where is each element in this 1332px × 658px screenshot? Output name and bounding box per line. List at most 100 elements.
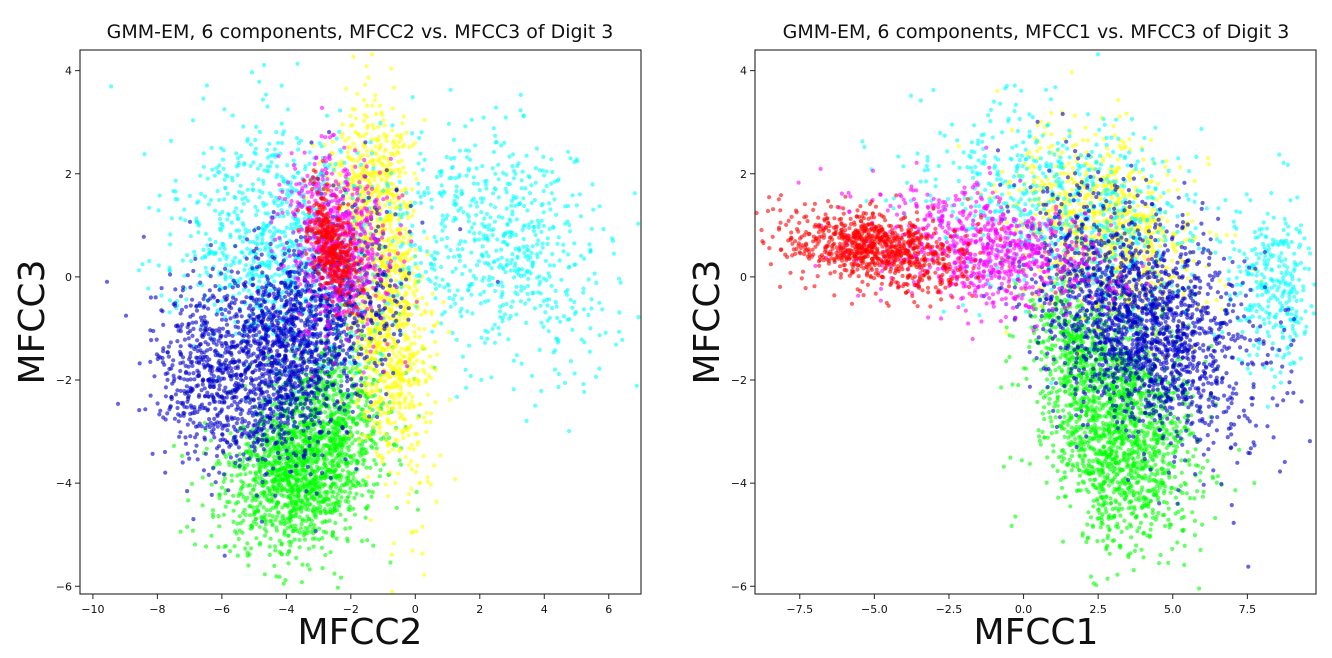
data-point — [422, 326, 427, 332]
data-point — [378, 216, 383, 221]
data-point — [467, 157, 473, 162]
data-point — [378, 142, 383, 148]
data-point — [417, 326, 422, 331]
data-point — [385, 405, 390, 410]
data-point — [248, 163, 253, 168]
data-point — [219, 317, 225, 322]
data-point — [399, 391, 404, 396]
data-point — [339, 149, 344, 155]
data-point — [279, 488, 284, 493]
data-point — [462, 264, 467, 269]
data-point — [589, 297, 594, 302]
data-point — [412, 293, 417, 298]
data-point — [297, 545, 302, 550]
data-point — [558, 319, 563, 324]
data-point — [248, 504, 253, 509]
data-point — [322, 460, 327, 465]
data-point — [317, 161, 322, 166]
data-point — [348, 145, 353, 150]
data-point — [383, 482, 388, 487]
data-point — [302, 472, 308, 477]
data-point — [274, 574, 279, 579]
data-point — [376, 399, 381, 404]
data-point — [588, 326, 593, 331]
data-point — [228, 232, 233, 237]
data-point — [306, 507, 311, 512]
data-point — [484, 186, 489, 191]
data-point — [429, 309, 434, 314]
data-point — [539, 320, 544, 325]
data-point — [335, 498, 340, 503]
data-point — [500, 284, 505, 289]
data-point — [498, 304, 503, 309]
data-point — [398, 415, 403, 420]
data-point — [140, 262, 145, 267]
data-point — [536, 221, 541, 227]
data-point — [217, 496, 222, 501]
data-point — [397, 179, 402, 185]
data-point — [288, 543, 293, 548]
data-point — [373, 144, 378, 149]
data-point — [426, 392, 431, 397]
data-point — [484, 236, 489, 241]
data-point — [294, 502, 299, 507]
data-point — [417, 402, 422, 407]
data-point — [582, 340, 587, 345]
data-point — [476, 259, 482, 264]
data-point — [366, 474, 371, 480]
data-point — [273, 548, 278, 553]
data-point — [567, 429, 572, 434]
data-point — [561, 242, 566, 247]
data-point — [272, 279, 277, 284]
data-point — [283, 234, 288, 239]
data-point — [450, 330, 455, 335]
data-point — [386, 494, 391, 499]
data-point — [221, 166, 226, 171]
data-point — [229, 175, 235, 180]
data-point — [382, 218, 387, 223]
data-point — [279, 542, 284, 547]
data-point — [384, 438, 389, 443]
data-point — [178, 529, 183, 534]
data-point — [392, 396, 397, 401]
data-point — [532, 197, 538, 203]
data-point — [262, 533, 267, 538]
data-point — [442, 310, 447, 315]
data-point — [416, 161, 421, 166]
data-point — [373, 462, 379, 467]
data-point — [452, 293, 458, 298]
data-point — [319, 545, 324, 550]
data-point — [444, 244, 449, 249]
data-point — [256, 284, 261, 289]
data-point — [383, 432, 388, 437]
data-point — [568, 229, 573, 234]
data-point — [634, 383, 639, 388]
data-point — [391, 145, 396, 150]
data-point — [410, 529, 416, 534]
data-point — [378, 339, 383, 344]
data-point — [597, 333, 602, 338]
data-point — [314, 459, 319, 465]
data-point — [412, 200, 418, 205]
data-point — [505, 181, 510, 186]
data-point — [225, 191, 230, 196]
data-point — [370, 355, 375, 361]
data-point — [291, 457, 296, 462]
data-point — [365, 504, 370, 509]
data-point — [298, 435, 303, 440]
data-point — [301, 210, 306, 215]
data-point — [371, 377, 376, 382]
data-point — [280, 516, 285, 521]
data-point — [260, 233, 265, 238]
data-point — [262, 228, 267, 233]
data-point — [404, 251, 409, 256]
data-point — [509, 304, 514, 309]
data-point — [350, 441, 355, 446]
data-point — [393, 427, 399, 432]
data-point — [552, 179, 558, 184]
data-point — [350, 106, 355, 111]
data-point — [349, 164, 354, 169]
data-point — [361, 462, 366, 467]
data-point — [289, 539, 294, 545]
